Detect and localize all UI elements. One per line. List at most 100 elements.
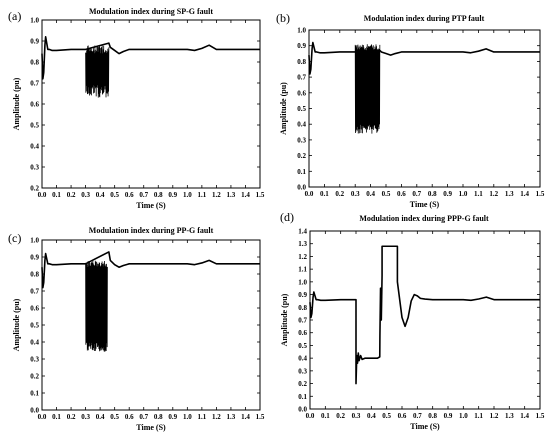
y-tick-label: 0.7: [30, 80, 39, 88]
x-tick-label: 1.5: [536, 412, 545, 420]
x-axis-label: Time (S): [410, 200, 440, 209]
plot-frame: [41, 239, 261, 411]
y-tick-label: 0.5: [30, 122, 39, 130]
y-tick-label: 0.2: [30, 185, 39, 193]
chart-title: Modulation index during PPP-G fault: [359, 214, 489, 223]
plot-frame: [308, 29, 541, 188]
y-tick-label: 0.0: [30, 407, 39, 415]
x-tick-label: 0.3: [81, 191, 90, 199]
panel-label: (a): [8, 9, 21, 23]
x-tick-label: 0.3: [351, 190, 360, 198]
y-tick-label: 0.6: [30, 305, 39, 313]
x-tick-label: 1.5: [256, 413, 265, 421]
x-tick-label: 0.3: [81, 413, 90, 421]
x-tick-label: 1.0: [183, 413, 192, 421]
chart-panel-1: (a) Modulation index during SP-G fault 0.0…: [8, 7, 265, 210]
x-tick-label: 1.4: [241, 413, 250, 421]
fault-oscillation: [354, 44, 381, 134]
x-tick-label: 0.1: [52, 191, 61, 199]
x-tick-label: 0.1: [52, 413, 61, 421]
x-tick-label: 0.1: [320, 190, 329, 198]
x-tick-label: 0.7: [139, 191, 148, 199]
y-tick-label: 0.9: [298, 291, 307, 299]
y-tick-label: 0.7: [298, 317, 307, 325]
x-tick-label: 0.0: [306, 412, 315, 420]
x-tick-label: 0.2: [336, 412, 345, 420]
y-tick-label: 1.0: [30, 237, 39, 245]
y-tick-label: 0.9: [30, 254, 39, 262]
x-tick-label: 1.3: [505, 190, 514, 198]
x-tick-label: 1.3: [227, 191, 236, 199]
x-tick-label: 1.5: [256, 191, 265, 199]
y-tick-label: 0.4: [298, 355, 307, 363]
y-tick-label: 0.8: [30, 271, 39, 279]
y-tick-label: 0.7: [297, 74, 306, 82]
y-tick-label: 0.2: [30, 373, 39, 381]
x-tick-label: 1.0: [459, 412, 468, 420]
chart-title: Modulation index during SP-G fault: [89, 7, 213, 16]
plot-frame: [309, 230, 541, 410]
y-tick-label: 0.3: [298, 367, 307, 375]
x-tick-label: 1.0: [459, 190, 468, 198]
x-tick-label: 0.9: [443, 190, 452, 198]
y-tick-label: 1.1: [298, 266, 307, 274]
x-tick-label: 0.8: [154, 191, 163, 199]
y-tick-label: 1.4: [298, 228, 307, 236]
x-tick-label: 0.4: [96, 413, 105, 421]
x-tick-label: 0.7: [413, 412, 422, 420]
y-tick-label: 0.6: [30, 101, 39, 109]
x-tick-label: 1.0: [183, 191, 192, 199]
x-tick-label: 1.2: [212, 191, 221, 199]
y-tick-label: 0.4: [297, 121, 306, 129]
y-tick-label: 0.9: [297, 42, 306, 50]
x-tick-label: 0.5: [382, 190, 391, 198]
x-tick-label: 1.2: [489, 190, 498, 198]
x-tick-label: 0.5: [110, 191, 119, 199]
x-tick-label: 1.1: [474, 412, 483, 420]
fault-oscillation: [85, 45, 110, 98]
x-tick-label: 1.1: [474, 190, 483, 198]
x-tick-label: 0.2: [67, 191, 76, 199]
panel-label: (d): [280, 210, 294, 224]
chart-panel-4: (d) Modulation index during PPP-G fault 0.…: [280, 210, 545, 431]
x-tick-label: 0.6: [397, 190, 406, 198]
x-tick-label: 0.6: [125, 191, 134, 199]
x-tick-label: 0.5: [110, 413, 119, 421]
x-tick-label: 0.2: [335, 190, 344, 198]
series-line: [308, 41, 540, 75]
y-tick-label: 0.2: [298, 380, 307, 388]
x-tick-label: 0.8: [428, 190, 437, 198]
y-tick-label: 1.0: [298, 278, 307, 286]
x-tick-label: 0.9: [168, 413, 177, 421]
y-tick-label: 0.3: [30, 356, 39, 364]
y-tick-label: 0.8: [297, 58, 306, 66]
y-tick-label: 0.8: [30, 59, 39, 67]
y-tick-label: 0.9: [30, 38, 39, 46]
y-tick-label: 0.7: [30, 288, 39, 296]
y-tick-label: 0.1: [298, 393, 307, 401]
x-tick-label: 0.9: [444, 412, 453, 420]
y-tick-label: 0.8: [298, 304, 307, 312]
x-tick-label: 0.9: [168, 191, 177, 199]
plot-frame: [41, 19, 261, 189]
x-tick-label: 0.4: [367, 412, 376, 420]
x-tick-label: 0.0: [38, 191, 47, 199]
y-tick-label: 0.6: [297, 89, 306, 97]
y-tick-label: 0.3: [297, 136, 306, 144]
chart-title: Modulation index during PTP fault: [364, 14, 485, 23]
series-line: [41, 251, 260, 289]
x-axis-label: Time (S): [136, 423, 166, 432]
x-tick-label: 1.2: [490, 412, 499, 420]
y-tick-label: 0.4: [30, 339, 39, 347]
x-tick-label: 1.3: [227, 413, 236, 421]
y-tick-label: 0.5: [30, 322, 39, 330]
y-tick-label: 0.3: [30, 164, 39, 172]
chart-panel-3: (c) Modulation index during PP-G fault 0.0…: [8, 226, 265, 432]
x-tick-label: 0.3: [352, 412, 361, 420]
y-tick-label: 1.2: [298, 253, 307, 261]
y-tick-label: 0.0: [298, 406, 307, 414]
x-tick-label: 0.0: [38, 413, 47, 421]
y-axis-label: Amplitude (pu): [12, 298, 21, 351]
